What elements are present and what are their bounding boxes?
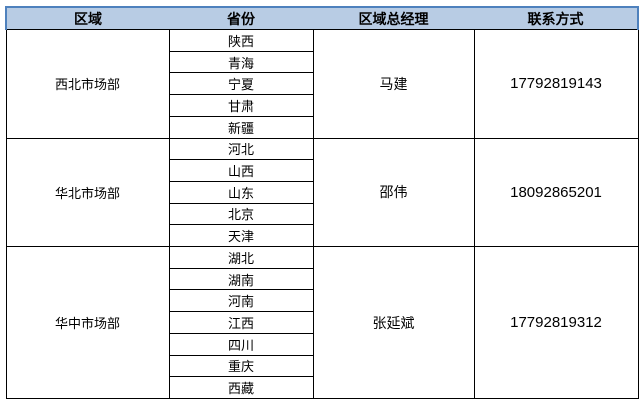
table-row: 江西 — [6, 311, 638, 334]
province-cell: 四川 — [168, 332, 314, 356]
table-row: 甘肃 — [6, 94, 638, 117]
province-cell: 新疆 — [168, 115, 314, 139]
province-cell: 北京 — [168, 202, 314, 226]
table-row: 西北市场部 陕西 马建 17792819143 — [5, 29, 639, 139]
phone-cell: 17792819143 — [473, 29, 639, 139]
region-contact-table: 区域 省份 区域总经理 联系方式 西北市场部 陕西 马建 17792819143 青海宁… — [5, 6, 639, 399]
province-cell: 重庆 — [168, 354, 314, 378]
table-row: 西藏 — [6, 376, 638, 399]
province-cell: 宁夏 — [168, 72, 314, 96]
province-cell: 山西 — [168, 159, 314, 182]
province-cell: 天津 — [168, 224, 314, 248]
table-row: 山东 — [6, 180, 638, 204]
table-row: 河南 — [6, 289, 638, 313]
table-body: 西北市场部 陕西 马建 17792819143 青海 宁夏 甘肃 新疆 华北市场部 河北 邵伟 180… — [5, 29, 639, 399]
table-row: 华北市场部 河北 邵伟 18092865201 — [5, 137, 639, 248]
table-row: 湖南 — [6, 267, 638, 291]
table-row: 北京 — [6, 202, 638, 226]
province-cell: 江西 — [168, 311, 314, 334]
table-row: 宁夏 — [6, 72, 638, 96]
province-cell: 湖南 — [168, 267, 314, 291]
province-cell: 河南 — [168, 289, 314, 313]
province-cell: 青海 — [168, 50, 314, 74]
province-cell: 陕西 — [168, 29, 314, 52]
province-cell: 湖北 — [168, 246, 314, 269]
table-row: 重庆 — [6, 354, 638, 378]
table-row: 四川 — [6, 332, 638, 356]
phone-cell: 18092865201 — [473, 137, 639, 248]
region-cell: 西北市场部 — [5, 29, 170, 139]
header-phone: 联系方式 — [474, 6, 639, 30]
province-cell: 西藏 — [168, 376, 314, 399]
province-cell: 甘肃 — [168, 94, 314, 117]
province-cell: 山东 — [168, 180, 314, 204]
manager-cell: 邵伟 — [312, 137, 475, 248]
manager-cell: 张延斌 — [312, 246, 475, 399]
phone-cell: 17792819312 — [473, 246, 639, 399]
table-row: 青海 — [6, 50, 638, 74]
province-cell: 河北 — [168, 137, 314, 161]
header-row: 区域 省份 区域总经理 联系方式 — [5, 6, 639, 30]
region-cell: 华中市场部 — [5, 246, 170, 399]
region-cell: 华北市场部 — [5, 137, 170, 248]
header-province: 省份 — [169, 6, 313, 30]
table-row: 华中市场部 湖北 张延斌 17792819312 — [5, 246, 639, 399]
manager-cell: 马建 — [312, 29, 475, 139]
header-region: 区域 — [5, 6, 169, 30]
header-manager: 区域总经理 — [313, 6, 474, 30]
table-row: 山西 — [6, 159, 638, 182]
